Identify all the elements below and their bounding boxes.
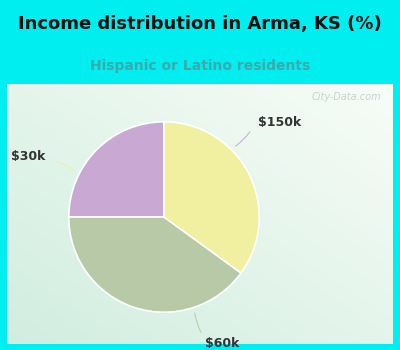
Text: $60k: $60k [205,337,240,350]
Text: Hispanic or Latino residents: Hispanic or Latino residents [90,58,310,72]
Wedge shape [164,122,259,273]
Wedge shape [69,217,241,312]
Wedge shape [69,122,164,217]
Text: City-Data.com: City-Data.com [312,92,381,102]
Text: Income distribution in Arma, KS (%): Income distribution in Arma, KS (%) [18,14,382,33]
Text: $150k: $150k [258,116,302,129]
Text: $30k: $30k [11,150,45,163]
